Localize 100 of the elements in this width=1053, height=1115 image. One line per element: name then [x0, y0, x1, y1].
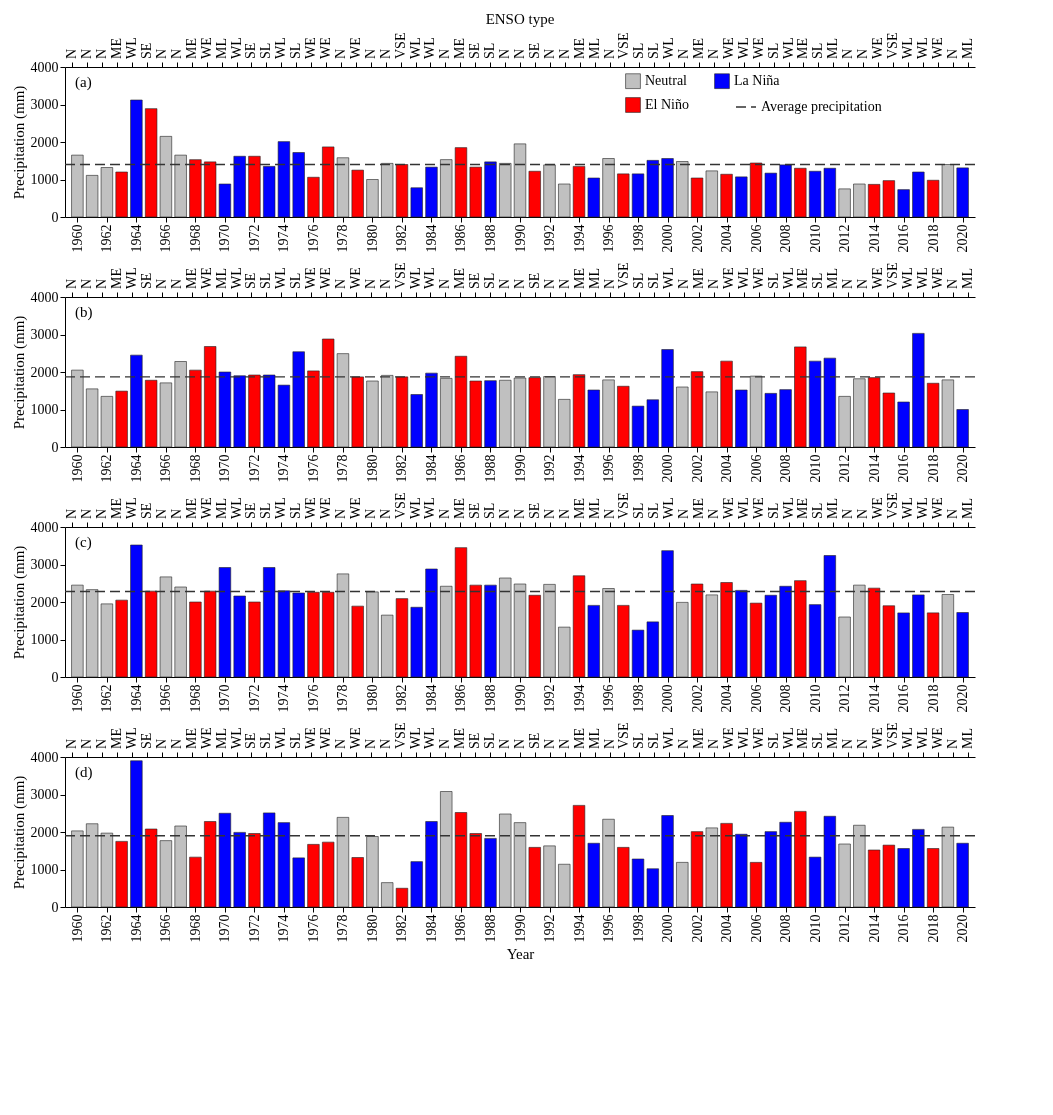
text: N — [168, 48, 184, 59]
bar — [351, 857, 364, 908]
legend-label: Average precipitation — [761, 99, 882, 114]
text: WL — [735, 497, 751, 519]
x-tick-label: 1970 — [217, 224, 233, 253]
x-tick-label: 1976 — [305, 684, 321, 713]
text: WL — [780, 37, 796, 59]
text: ML — [213, 498, 229, 519]
x-tick-label: 1994 — [571, 914, 587, 943]
text: WL — [914, 497, 930, 519]
bar — [174, 825, 187, 908]
text: N — [153, 278, 169, 289]
text: N — [153, 738, 169, 749]
x-tick-label: 1962 — [99, 914, 115, 943]
text: N — [556, 278, 572, 289]
bar — [676, 386, 689, 448]
text: WE — [347, 727, 363, 749]
text: N — [541, 508, 557, 519]
bar — [130, 99, 143, 218]
text: WE — [198, 497, 214, 519]
bar — [572, 805, 586, 908]
bar — [410, 394, 423, 448]
x-tick-label: 1978 — [335, 454, 351, 483]
x-tick-label: 1980 — [364, 914, 380, 943]
text: N — [512, 738, 527, 749]
bar — [366, 380, 379, 448]
text: SL — [646, 502, 662, 519]
text: N — [944, 48, 960, 59]
bar — [499, 379, 512, 448]
bar — [528, 377, 541, 448]
x-tick-label: 1984 — [423, 224, 439, 253]
y-axis-title: Precipitation (mm) — [10, 775, 28, 890]
x-tick-label: 2002 — [689, 454, 705, 483]
text: SE — [526, 732, 542, 749]
text: WE — [347, 37, 363, 59]
bar — [794, 580, 807, 678]
text: WE — [318, 727, 334, 749]
text: WL — [422, 497, 438, 519]
x-tick-label: 2010 — [807, 684, 823, 713]
bar — [174, 154, 187, 218]
text: WL — [124, 497, 140, 519]
text: WL — [661, 37, 677, 59]
text: SL — [765, 272, 781, 289]
bar — [307, 176, 320, 218]
text: SE — [526, 42, 542, 59]
x-tick-label: 2012 — [837, 684, 853, 713]
bar — [351, 169, 364, 218]
x-tick-label: 1962 — [99, 684, 115, 713]
x-tick-label: 1960 — [69, 684, 85, 713]
text: SL — [482, 732, 498, 749]
text: ML — [959, 728, 975, 749]
bar — [720, 173, 733, 218]
text: N — [705, 278, 721, 289]
x-tick-label: 1966 — [158, 684, 174, 713]
text: N — [541, 738, 557, 749]
bar — [779, 821, 792, 908]
text: SE — [467, 272, 483, 289]
x-tick-label: 1974 — [276, 914, 292, 943]
x-tick-label: 1994 — [571, 454, 587, 483]
text: WL — [124, 37, 140, 59]
bar — [897, 189, 910, 218]
bar — [661, 349, 674, 448]
text: SL — [258, 502, 274, 519]
x-tick-label: 1972 — [246, 224, 262, 253]
x-tick-label: 1960 — [69, 224, 85, 253]
text: ME — [795, 728, 811, 749]
x-tick-label: 2000 — [660, 454, 676, 483]
bar — [71, 369, 84, 448]
annotation: (d) — [75, 764, 93, 781]
bar — [912, 171, 925, 218]
y-tick-label: 3000 — [30, 787, 59, 802]
bar — [720, 360, 733, 448]
bar — [661, 815, 674, 908]
x-tick-label: 1964 — [128, 454, 144, 483]
text: WL — [273, 727, 289, 749]
bar — [587, 842, 600, 908]
y-tick-label: 3000 — [30, 327, 59, 342]
x-tick-label: 1972 — [246, 454, 262, 483]
x-tick-label: 1984 — [423, 454, 439, 483]
text: WL — [735, 37, 751, 59]
x-tick-label: 2012 — [837, 914, 853, 943]
text: SL — [482, 42, 498, 59]
bar — [425, 568, 438, 678]
text: N — [840, 738, 856, 749]
legend-label: Neutral — [645, 73, 688, 89]
text: SL — [810, 732, 826, 749]
bar — [425, 821, 438, 908]
bar — [735, 590, 748, 678]
bar — [602, 818, 615, 908]
bar — [425, 166, 438, 218]
y-tick-label: 1000 — [30, 172, 59, 187]
text: N — [168, 508, 184, 519]
text: N — [168, 738, 184, 749]
x-tick-label: 1970 — [217, 684, 233, 713]
text: N — [840, 508, 856, 519]
x-tick-label: 1988 — [482, 684, 498, 713]
bar — [410, 187, 423, 218]
bar — [233, 155, 246, 218]
bar — [130, 760, 143, 908]
bar — [956, 167, 969, 218]
